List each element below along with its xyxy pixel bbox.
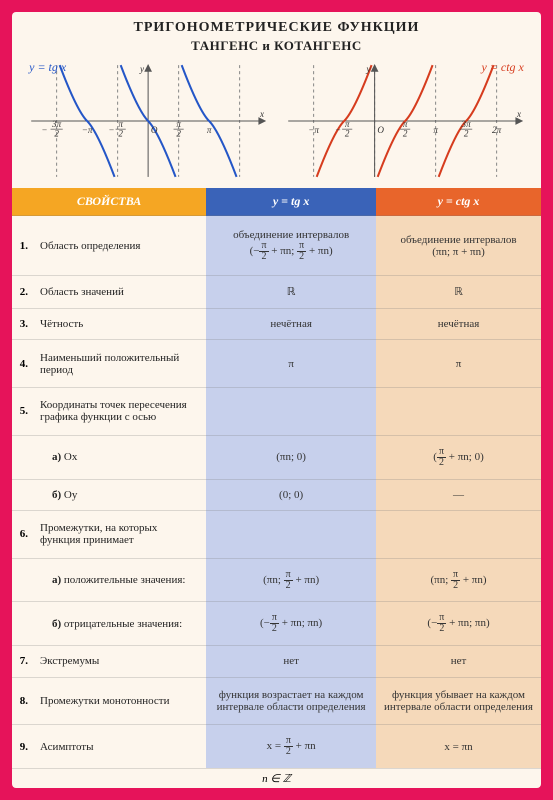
row-tan: ℝ	[206, 276, 376, 309]
row-prop: Промежутки монотонности	[34, 677, 206, 725]
row-cot: (πn; π2 + πn)	[376, 558, 541, 602]
properties-table: СВОЙСТВА y = tg x y = ctg x 1.Область оп…	[12, 188, 541, 768]
tan-graph: y = tg x − 3π2	[25, 60, 271, 182]
row-cot	[376, 388, 541, 436]
row-prop: а) Ox	[34, 435, 206, 479]
table-row: 9.Асимптотыx = π2 + πnx = πn	[12, 725, 541, 768]
svg-text:−π: −π	[82, 125, 93, 135]
table-row: 6.Промежутки, на которых функция принима…	[12, 510, 541, 558]
row-prop: Область определения	[34, 216, 206, 276]
svg-text:−: −	[109, 125, 115, 135]
row-tan: π	[206, 340, 376, 388]
table-row: 4.Наименьший положительный периодππ	[12, 340, 541, 388]
row-num: 5.	[12, 388, 34, 436]
row-cot: π	[376, 340, 541, 388]
cot-svg: −π − π2 O π2 π 3π2 2π xy	[282, 60, 528, 182]
row-tan: (0; 0)	[206, 479, 376, 510]
svg-text:π2: π2	[402, 119, 407, 138]
row-num: 8.	[12, 677, 34, 725]
table-row: б) отрицательные значения:(−π2 + πn; πn)…	[12, 602, 541, 646]
svg-text:3π2: 3π2	[460, 119, 471, 138]
row-num: 9.	[12, 725, 34, 768]
table-row: а) Ox(πn; 0)(π2 + πn; 0)	[12, 435, 541, 479]
page-subtitle: ТАНГЕНС и КОТАНГЕНС	[12, 38, 541, 58]
row-cot: (π2 + πn; 0)	[376, 435, 541, 479]
row-num	[12, 602, 34, 646]
row-cot: нет	[376, 646, 541, 677]
header-cot: y = ctg x	[376, 188, 541, 216]
row-num: 3.	[12, 308, 34, 339]
tan-label: y = tg x	[29, 60, 66, 75]
table-row: 2.Область значенийℝℝ	[12, 276, 541, 309]
row-tan	[206, 388, 376, 436]
row-tan: (πn; 0)	[206, 435, 376, 479]
svg-text:π2: π2	[119, 119, 124, 138]
header-prop: СВОЙСТВА	[12, 188, 206, 216]
row-tan	[206, 510, 376, 558]
row-prop: б) отрицательные значения:	[34, 602, 206, 646]
table-row: 1.Область определенияобъединение интерва…	[12, 216, 541, 276]
reference-card: ТРИГОНОМЕТРИЧЕСКИЕ ФУНКЦИИ ТАНГЕНС и КОТ…	[12, 12, 541, 788]
row-tan: (πn; π2 + πn)	[206, 558, 376, 602]
cot-graph: y = ctg x −π − π2	[282, 60, 528, 182]
footer-note: n ∈ ℤ	[12, 768, 541, 788]
row-cot: функция убывает на каждом интервале обла…	[376, 677, 541, 725]
row-prop: Чётность	[34, 308, 206, 339]
row-cot: объединение интервалов(πn; π + πn)	[376, 216, 541, 276]
row-tan: x = π2 + πn	[206, 725, 376, 768]
row-cot: —	[376, 479, 541, 510]
svg-text:y: y	[139, 64, 145, 74]
row-num	[12, 558, 34, 602]
page-title: ТРИГОНОМЕТРИЧЕСКИЕ ФУНКЦИИ	[12, 12, 541, 38]
row-cot: ℝ	[376, 276, 541, 309]
svg-text:π: π	[207, 125, 212, 135]
graphs-row: y = tg x − 3π2	[12, 58, 541, 188]
svg-text:O: O	[151, 125, 158, 135]
svg-text:π: π	[433, 125, 438, 135]
row-tan: объединение интервалов(−π2 + πn; π2 + πn…	[206, 216, 376, 276]
row-prop: б) Oy	[34, 479, 206, 510]
row-prop: Промежутки, на которых функция принимает	[34, 510, 206, 558]
svg-text:2π: 2π	[492, 125, 502, 135]
table-row: 5.Координаты точек пересечения графика ф…	[12, 388, 541, 436]
row-tan: нечётная	[206, 308, 376, 339]
table-row: 8.Промежутки монотонностифункция возраст…	[12, 677, 541, 725]
svg-text:π2: π2	[345, 119, 350, 138]
row-num: 2.	[12, 276, 34, 309]
svg-text:O: O	[377, 125, 384, 135]
table-row: а) положительные значения:(πn; π2 + πn)(…	[12, 558, 541, 602]
row-prop: а) положительные значения:	[34, 558, 206, 602]
header-tan: y = tg x	[206, 188, 376, 216]
row-tan: функция возрастает на каждом интервале о…	[206, 677, 376, 725]
row-prop: Наименьший положительный период	[34, 340, 206, 388]
row-num	[12, 435, 34, 479]
svg-text:π2: π2	[176, 119, 181, 138]
row-num: 6.	[12, 510, 34, 558]
row-num	[12, 479, 34, 510]
svg-text:x: x	[516, 109, 521, 119]
table-row: 3.Чётностьнечётнаянечётная	[12, 308, 541, 339]
row-num: 1.	[12, 216, 34, 276]
svg-text:−: −	[41, 125, 47, 135]
table-row: 7.Экстремумынетнет	[12, 646, 541, 677]
svg-text:−π: −π	[308, 125, 319, 135]
cot-label: y = ctg x	[481, 60, 523, 75]
tan-svg: − 3π2 −π − π2 O π2 π x y	[25, 60, 271, 182]
row-tan: нет	[206, 646, 376, 677]
row-prop: Экстремумы	[34, 646, 206, 677]
svg-text:−: −	[335, 125, 341, 135]
svg-text:3π2: 3π2	[51, 119, 62, 138]
row-tan: (−π2 + πn; πn)	[206, 602, 376, 646]
row-prop: Координаты точек пересечения графика фун…	[34, 388, 206, 436]
row-num: 7.	[12, 646, 34, 677]
row-num: 4.	[12, 340, 34, 388]
row-cot: (−π2 + πn; πn)	[376, 602, 541, 646]
table-row: б) Oy(0; 0)—	[12, 479, 541, 510]
svg-text:x: x	[259, 109, 264, 119]
row-cot: x = πn	[376, 725, 541, 768]
row-prop: Асимптоты	[34, 725, 206, 768]
row-cot	[376, 510, 541, 558]
row-cot: нечётная	[376, 308, 541, 339]
row-prop: Область значений	[34, 276, 206, 309]
